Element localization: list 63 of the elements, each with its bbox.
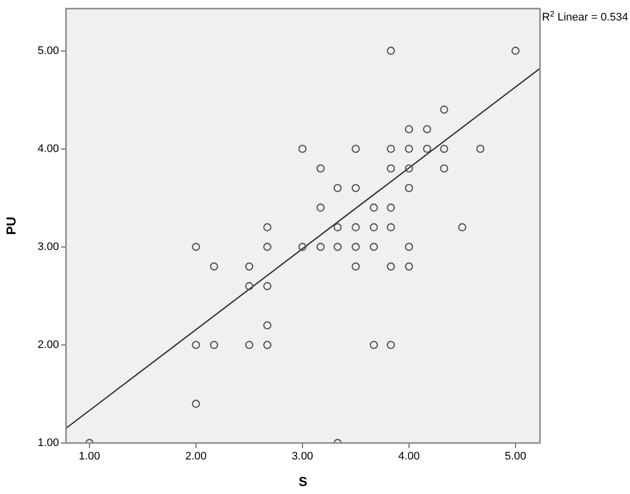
point [386, 204, 395, 212]
point [298, 144, 307, 153]
point [386, 164, 395, 173]
point [440, 106, 448, 114]
y-tick-label: 3.00 [38, 240, 59, 253]
point [316, 204, 325, 212]
x-tick-label: 2.00 [185, 450, 207, 463]
point [298, 242, 307, 251]
point [404, 262, 414, 271]
point [404, 125, 414, 134]
y-axis-title: PU [3, 216, 18, 235]
point [386, 223, 395, 232]
point [334, 184, 342, 192]
point [352, 242, 360, 251]
point [370, 242, 378, 251]
point [210, 262, 218, 271]
x-tick-label: 5.00 [504, 450, 526, 463]
point [511, 46, 520, 55]
point [210, 340, 218, 350]
point [370, 223, 378, 232]
y-tick-label: 5.00 [38, 44, 59, 57]
point [316, 242, 325, 251]
point [386, 340, 395, 350]
x-tick-label: 1.00 [78, 450, 100, 463]
point [245, 282, 254, 290]
point [334, 242, 342, 251]
point [352, 262, 360, 271]
y-tick-label: 2.00 [38, 338, 59, 351]
point [440, 144, 448, 153]
point [370, 340, 378, 350]
point [245, 262, 254, 271]
point [422, 125, 432, 134]
point [404, 242, 414, 251]
point [192, 400, 200, 408]
point [422, 144, 432, 153]
x-tick-label: 4.00 [398, 450, 420, 463]
y-tick-label: 4.00 [38, 142, 59, 155]
point [316, 164, 325, 173]
point [476, 144, 484, 153]
point [245, 340, 254, 350]
point [263, 282, 272, 290]
point [352, 144, 360, 153]
x-axis-title: S [298, 474, 308, 489]
point [263, 242, 272, 251]
point [386, 262, 395, 271]
point [263, 223, 272, 232]
point [440, 164, 448, 173]
point [352, 184, 360, 192]
x-tick-label: 3.00 [292, 450, 314, 463]
point [386, 46, 395, 55]
point [404, 144, 414, 153]
point [334, 223, 342, 232]
y-tick-label: 1.00 [38, 437, 59, 450]
point [192, 242, 200, 251]
point [352, 223, 360, 232]
point [370, 204, 378, 212]
point [263, 321, 272, 330]
point [386, 144, 395, 153]
point [263, 340, 272, 350]
point [404, 164, 414, 173]
point [192, 340, 200, 350]
point [404, 184, 414, 192]
point [458, 223, 466, 232]
